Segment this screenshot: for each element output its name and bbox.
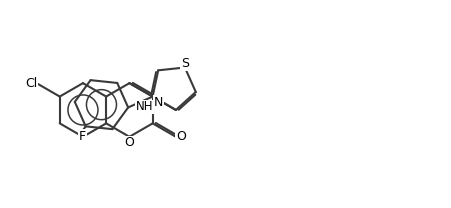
Text: N: N bbox=[154, 96, 163, 109]
Text: NH: NH bbox=[135, 100, 153, 114]
Text: F: F bbox=[79, 130, 86, 143]
Text: O: O bbox=[175, 130, 185, 143]
Text: S: S bbox=[180, 57, 189, 70]
Text: Cl: Cl bbox=[25, 77, 37, 90]
Text: O: O bbox=[124, 136, 134, 149]
